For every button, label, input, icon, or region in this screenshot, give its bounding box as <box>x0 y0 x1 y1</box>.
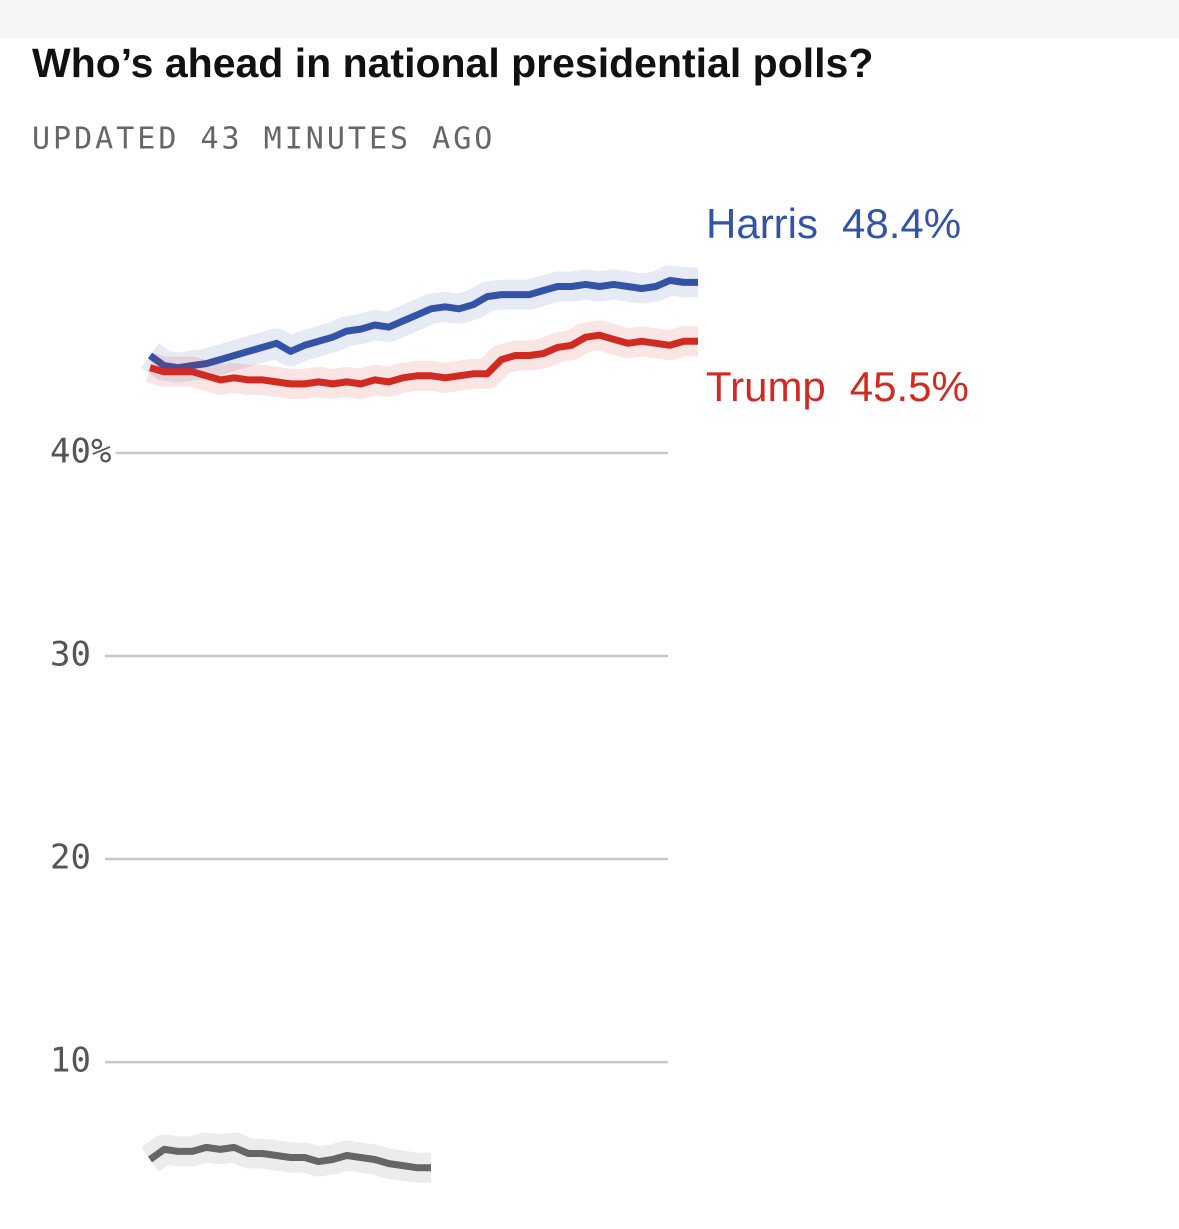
value-label: 48.4% <box>842 200 961 247</box>
y-tick-label: 10 <box>50 1041 91 1081</box>
series-line <box>147 1143 431 1172</box>
series-line <box>147 276 698 372</box>
y-tick-label: 20 <box>50 838 91 878</box>
chart-title: Who’s ahead in national presidential pol… <box>32 40 873 86</box>
y-tick-label: 30 <box>50 634 91 674</box>
series-line <box>149 331 698 388</box>
chart-subtitle: UPDATED 43 MINUTES AGO <box>32 122 495 157</box>
legend-label: Harris <box>706 200 818 247</box>
legend-label: Trump <box>706 363 826 410</box>
y-tick-label: 40% <box>50 431 111 471</box>
top-bar <box>0 0 1179 38</box>
value-label: 45.5% <box>850 363 969 410</box>
